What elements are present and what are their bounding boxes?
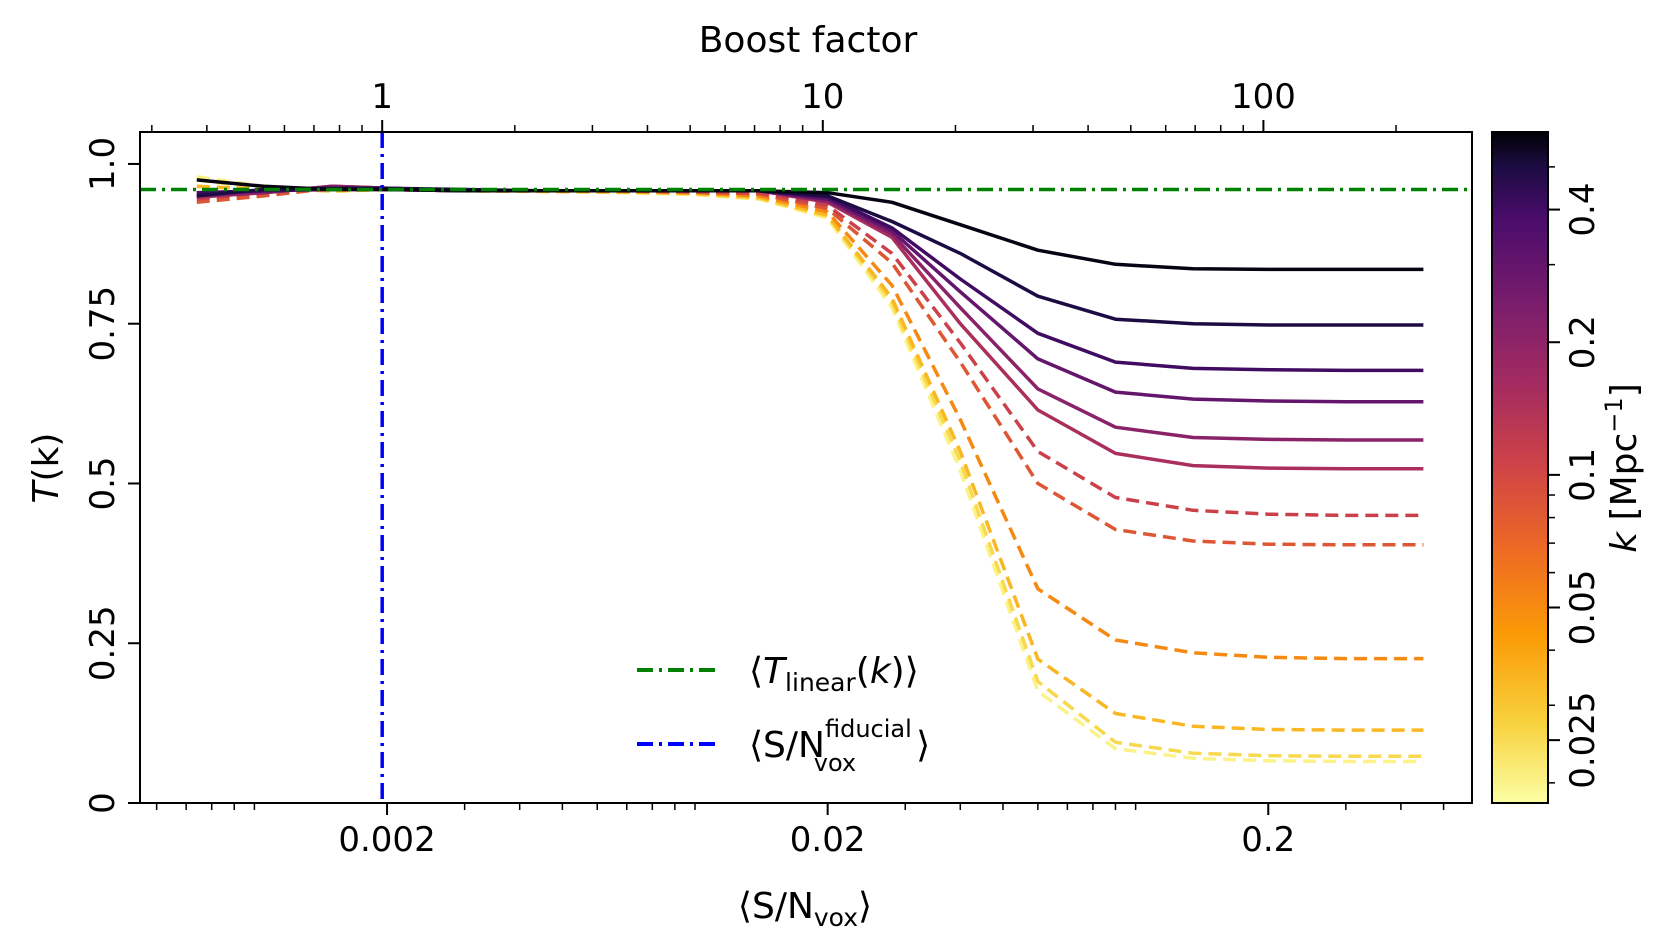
y-axis-title: T(k) [26, 433, 67, 504]
top-tick-label: 100 [1231, 77, 1296, 117]
colorbar-tick-label: 0.025 [1563, 691, 1603, 788]
colorbar-tick-label: 0.4 [1563, 183, 1603, 237]
x-axis-title: ⟨S/Nvox⟩ [738, 886, 872, 932]
y-axis: 0 0.25 0.5 0.75 1.0 [83, 137, 140, 814]
top-axis-title: Boost factor [699, 20, 918, 61]
colorbar [1491, 131, 1549, 804]
y-tick-label: 1.0 [83, 137, 123, 191]
colorbar-tick-label: 0.1 [1563, 448, 1603, 502]
colorbar-tick-label: 0.05 [1563, 570, 1603, 646]
plot-lines [196, 174, 1424, 764]
colorbar-title: k [Mpc−1] [1600, 383, 1645, 553]
x-tick-label: 0.002 [338, 820, 435, 860]
colorbar-tick-label: 0.2 [1563, 315, 1603, 369]
x-tick-label: 0.2 [1241, 820, 1295, 860]
top-tick-label: 1 [371, 77, 393, 117]
top-axis: 1 10 100 [151, 77, 1397, 132]
y-tick-label: 0 [83, 792, 123, 814]
legend-sn-fiducial-label: ⟨S/Nfiducial vox ⟩ [749, 715, 930, 777]
series-line-k-0.07 [196, 186, 1424, 547]
series-line-k-0.55 [196, 178, 1424, 272]
reference-lines [140, 132, 1472, 803]
top-tick-label: 10 [801, 77, 844, 117]
y-tick-label: 0.5 [83, 456, 123, 510]
y-tick-label: 0.25 [83, 605, 123, 681]
plot-frame [139, 131, 1473, 804]
legend-t-linear-label: ⟨Tlinear(k)⟩ [749, 651, 919, 697]
y-tick-label: 0.75 [83, 286, 123, 362]
x-tick-label: 0.02 [790, 820, 866, 860]
legend: ⟨Tlinear(k)⟩ ⟨S/Nfiducial vox ⟩ [637, 651, 930, 777]
x-axis: 0.002 0.02 0.2 [155, 803, 1445, 860]
colorbar-ticks: 0.025 0.05 0.1 0.2 0.4 [1548, 166, 1603, 789]
